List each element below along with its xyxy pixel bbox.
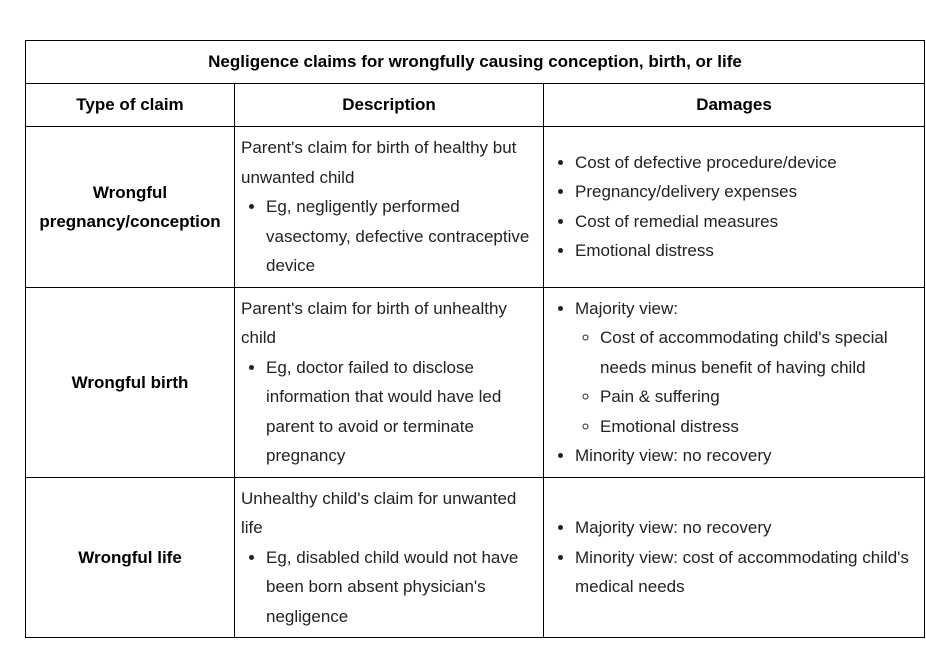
list-item: Cost of defective procedure/device bbox=[575, 148, 918, 178]
description-bullets: Eg, disabled child would not have been b… bbox=[241, 543, 537, 632]
description-bullets: Eg, negligently performed vasectomy, def… bbox=[241, 192, 537, 281]
damages-cell: Majority view: Cost of accommodating chi… bbox=[543, 286, 925, 478]
claim-type-cell: Wrongful birth bbox=[25, 286, 235, 478]
claim-type-cell: Wrongful pregnancy/conception bbox=[25, 126, 235, 288]
damages-list: Cost of defective procedure/device Pregn… bbox=[550, 148, 918, 266]
list-item: Minority view: cost of accommodating chi… bbox=[575, 543, 918, 602]
description-cell: Unhealthy child's claim for unwanted lif… bbox=[234, 476, 544, 638]
damages-cell: Cost of defective procedure/device Pregn… bbox=[543, 126, 925, 288]
description-bullets: Eg, doctor failed to disclose informatio… bbox=[241, 353, 537, 471]
list-item: Pain & suffering bbox=[600, 382, 918, 412]
table-title: Negligence claims for wrongfully causing… bbox=[25, 40, 925, 84]
list-item: Eg, disabled child would not have been b… bbox=[266, 543, 537, 632]
claim-type-line: pregnancy/conception bbox=[39, 211, 221, 231]
list-item: Pregnancy/delivery expenses bbox=[575, 177, 918, 207]
damages-cell: Majority view: no recovery Minority view… bbox=[543, 476, 925, 638]
majority-view-sublist: Cost of accommodating child's special ne… bbox=[575, 323, 918, 441]
claim-type-line: Wrongful birth bbox=[71, 372, 189, 392]
description-cell: Parent's claim for birth of unhealthy ch… bbox=[234, 286, 544, 478]
claim-type-line: Wrongful life bbox=[78, 547, 182, 567]
majority-view-label: Majority view: bbox=[575, 298, 678, 318]
header-damages: Damages bbox=[543, 83, 925, 127]
claim-type-line: Wrongful bbox=[92, 182, 168, 202]
description-text: Parent's claim for birth of healthy but … bbox=[241, 138, 517, 187]
damages-list: Majority view: no recovery Minority view… bbox=[550, 513, 918, 602]
description-text: Unhealthy child's claim for unwanted lif… bbox=[241, 488, 517, 538]
table-row: Wrongful life Unhealthy child's claim fo… bbox=[25, 476, 925, 638]
table-row: Wrongful pregnancy/conception Parent's c… bbox=[25, 126, 925, 288]
list-item: Eg, negligently performed vasectomy, def… bbox=[266, 192, 537, 281]
damages-list: Majority view: Cost of accommodating chi… bbox=[550, 294, 918, 471]
table-row: Wrongful birth Parent's claim for birth … bbox=[25, 286, 925, 478]
list-item: Majority view: no recovery bbox=[575, 513, 918, 543]
list-item: Emotional distress bbox=[600, 412, 918, 442]
list-item: Majority view: Cost of accommodating chi… bbox=[575, 294, 918, 442]
list-item: Cost of remedial measures bbox=[575, 207, 918, 237]
list-item: Eg, doctor failed to disclose informatio… bbox=[266, 353, 537, 471]
header-type-of-claim: Type of claim bbox=[25, 83, 235, 127]
claim-type-cell: Wrongful life bbox=[25, 476, 235, 638]
list-item: Emotional distress bbox=[575, 236, 918, 266]
header-description: Description bbox=[234, 83, 544, 127]
description-text: Parent's claim for birth of unhealthy ch… bbox=[241, 298, 507, 348]
negligence-claims-table: Negligence claims for wrongfully causing… bbox=[25, 40, 925, 638]
list-item: Minority view: no recovery bbox=[575, 441, 918, 471]
description-cell: Parent's claim for birth of healthy but … bbox=[234, 126, 544, 288]
list-item: Cost of accommodating child's special ne… bbox=[600, 323, 918, 382]
